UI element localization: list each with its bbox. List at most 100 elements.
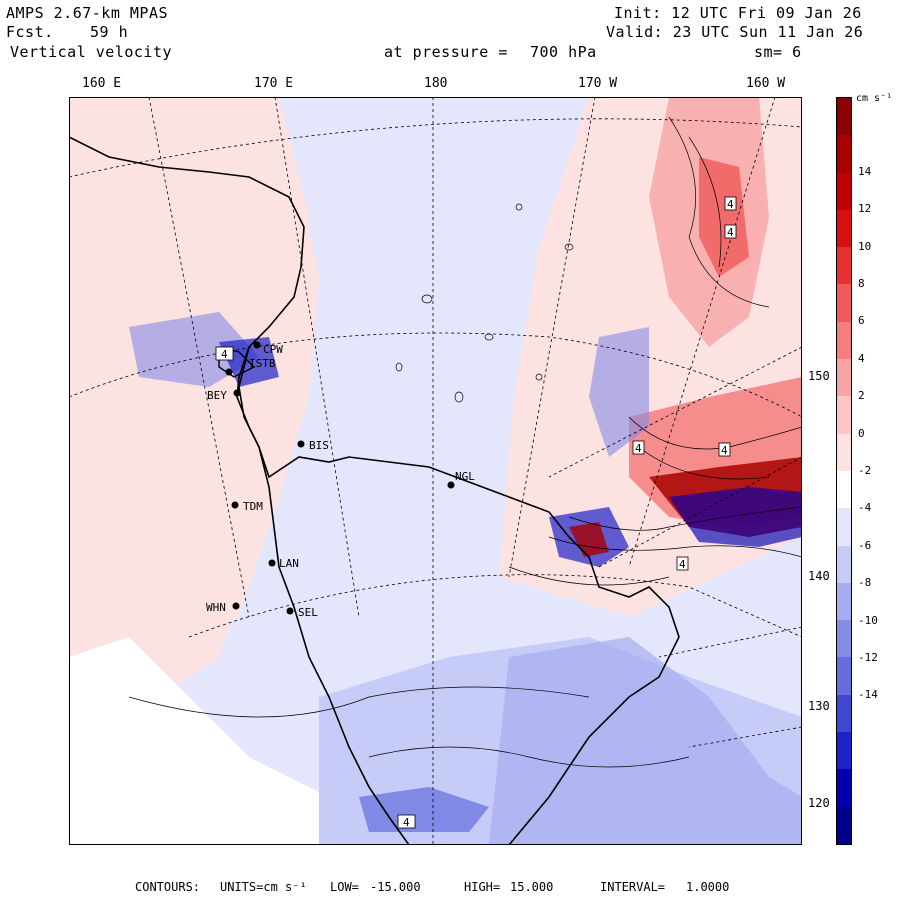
- forecast-hours: 59 h: [90, 23, 129, 41]
- lon-label-170w: 170 W: [578, 76, 618, 91]
- lon-label-160e: 160 E: [82, 76, 122, 91]
- footer-high-value: 15.000: [510, 880, 554, 894]
- map-frame: [69, 97, 802, 845]
- colorbar-box: [837, 470, 851, 509]
- station-dot-tdm: [231, 501, 239, 509]
- station-dot-ngl: [447, 481, 455, 489]
- cool-region-southeast: [489, 637, 802, 845]
- graticule: [69, 97, 802, 845]
- colorbar-box: [837, 545, 851, 583]
- station-dot-sel: [286, 607, 294, 615]
- stations: [225, 341, 455, 615]
- colorbar-tick-label: 0: [858, 426, 865, 440]
- colorbar-box: [837, 396, 851, 434]
- lat-label-120w: 120 W: [808, 796, 845, 810]
- colorbar-box: [837, 209, 851, 248]
- colorbar-box: [837, 508, 851, 546]
- station-label-bis: BIS: [309, 439, 329, 452]
- colorbar-tick-label: 14: [858, 164, 872, 178]
- extrema-markers: 4 4 4 4 4 4 4: [215, 196, 737, 829]
- station-dot-bey: [233, 389, 241, 397]
- extremum-marker: 4: [727, 226, 734, 239]
- warm-region-west: [69, 97, 309, 797]
- colorbar-unit: cm s⁻¹: [856, 93, 893, 104]
- extremum-marker: 4: [403, 816, 410, 829]
- valid-time: Valid: 23 UTC Sun 11 Jan 26: [606, 23, 864, 41]
- colorbar-box: [837, 806, 851, 844]
- model-title: AMPS 2.67-km MPAS: [6, 4, 169, 22]
- colorbar-tick-label: -10: [858, 613, 878, 627]
- station-label-istb: ISTB: [249, 357, 276, 370]
- colorbar-tick-label: 10: [858, 239, 872, 253]
- colorbar-tick-label: 2: [858, 389, 865, 403]
- lat-label-130w: 130 W: [808, 699, 845, 713]
- station-label-lan: LAN: [279, 557, 299, 570]
- cells-west: [129, 312, 259, 387]
- pressure-value: 700 hPa: [530, 43, 597, 61]
- footer-units: UNITS=cm s⁻¹: [220, 880, 307, 894]
- colorbar-tick-label: 4: [858, 351, 865, 365]
- colorbar-box: [837, 247, 851, 285]
- strong-downdraft-zone: [669, 487, 802, 547]
- forecast-label: Fcst.: [6, 23, 54, 41]
- coastline-island: [218, 346, 256, 378]
- colorbar-tick-label: -4: [858, 501, 872, 515]
- lat-label-150w: 150 W: [808, 369, 845, 383]
- lon-label-180: 180: [424, 76, 448, 91]
- extremum-marker: 4: [727, 198, 734, 211]
- colorbar-box: [837, 769, 851, 807]
- station-label-cpw: CPW: [263, 343, 283, 356]
- colorbar-box: [837, 582, 851, 621]
- station-label-ngl: NGL: [455, 470, 475, 483]
- colorbar-box: [837, 620, 851, 658]
- map-panel: CPW ISTB BEY BIS NGL TDM LAN WHN SEL 4 4…: [69, 97, 802, 845]
- extremum-marker: 4: [721, 444, 728, 457]
- station-label-sel: SEL: [298, 606, 318, 619]
- station-dot-whn: [232, 602, 240, 610]
- station-label-bey: BEY: [207, 389, 227, 402]
- colorbar-tick-label: 8: [858, 277, 865, 290]
- station-dot-bis: [297, 440, 305, 448]
- init-time: Init: 12 UTC Fri 09 Jan 26: [614, 4, 862, 22]
- colorbar-box: [837, 732, 851, 770]
- cool-patch-east: [589, 327, 649, 457]
- field-name: Vertical velocity: [10, 43, 173, 61]
- extremum-marker: 4: [635, 442, 642, 455]
- extremum-marker: 4: [221, 348, 228, 361]
- contour-lines: [128, 116, 802, 768]
- footer-low-value: -15.000: [370, 880, 421, 894]
- station-label-whn: WHN: [206, 601, 226, 614]
- colorbar-box: [837, 657, 851, 695]
- colorbar-tick-label: -6: [858, 538, 872, 552]
- station-dot-lan: [268, 559, 276, 567]
- footer-interval-value: 1.0000: [686, 880, 730, 894]
- footer-contours-label: CONTOURS:: [135, 880, 201, 894]
- land-white-region: [69, 637, 399, 845]
- footer-low-label: LOW=: [330, 880, 359, 894]
- colorbar-box: [837, 172, 851, 210]
- smoothing-label: sm= 6: [754, 43, 802, 61]
- colorbar-tick-label: -2: [858, 464, 872, 477]
- pressure-label: at pressure =: [384, 43, 508, 61]
- lat-label-140w: 140 W: [808, 569, 845, 583]
- colorbar-box: [837, 359, 851, 397]
- colorbar-tick-label: 6: [858, 314, 865, 328]
- colorbar: [836, 97, 852, 845]
- colorbar-box: [837, 433, 851, 471]
- lon-label-160w: 160 W: [746, 76, 786, 91]
- footer-interval-label: INTERVAL=: [600, 880, 666, 894]
- colorbar-box: [837, 694, 851, 733]
- colorbar-box: [837, 135, 851, 173]
- coastline-west: [236, 346, 410, 845]
- footer-high-label: HIGH=: [464, 880, 501, 894]
- warm-plume-core: [699, 157, 749, 277]
- station-dot-istb: [225, 368, 233, 376]
- colorbar-box: [837, 284, 851, 322]
- coastline: [69, 136, 680, 845]
- colorbar-tick-label: -14: [858, 688, 878, 702]
- extremum-marker: 4: [679, 558, 686, 571]
- colorbar-tick-label: -8: [858, 576, 872, 590]
- colorbar-box: [837, 321, 851, 360]
- lon-label-170e: 170 E: [254, 76, 294, 91]
- colorbar-tick-label: 12: [858, 202, 872, 216]
